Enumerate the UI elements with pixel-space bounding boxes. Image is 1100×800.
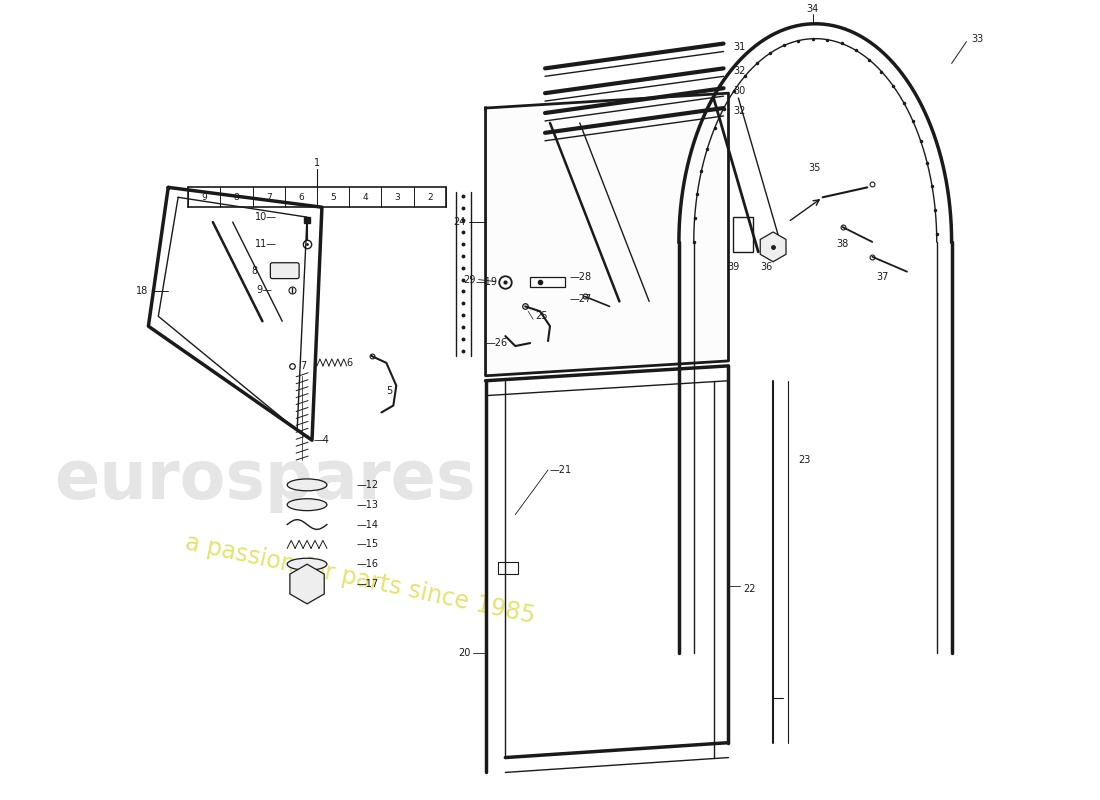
Text: 39: 39 <box>727 262 739 272</box>
Ellipse shape <box>287 558 327 570</box>
FancyBboxPatch shape <box>271 262 299 278</box>
Text: —14: —14 <box>356 519 378 530</box>
Text: 1: 1 <box>314 158 320 167</box>
Text: 20: 20 <box>459 649 471 658</box>
Text: —12: —12 <box>356 480 378 490</box>
Text: 10—: 10— <box>255 212 277 222</box>
Text: 18: 18 <box>136 286 149 297</box>
Text: 36: 36 <box>760 262 772 272</box>
Text: 37: 37 <box>876 272 889 282</box>
Text: 6: 6 <box>346 358 353 368</box>
Text: 11—: 11— <box>255 239 277 249</box>
Text: 6: 6 <box>298 193 304 202</box>
Text: 29: 29 <box>463 274 475 285</box>
Text: eurospares: eurospares <box>54 447 475 513</box>
Text: —27: —27 <box>570 294 592 305</box>
Text: 9: 9 <box>201 193 207 202</box>
Text: 33: 33 <box>971 34 983 44</box>
Text: 34: 34 <box>806 4 818 14</box>
Text: a passion for parts since 1985: a passion for parts since 1985 <box>183 530 538 628</box>
Text: —19: —19 <box>475 277 497 286</box>
Text: 38: 38 <box>836 239 849 249</box>
Text: —21: —21 <box>550 465 572 475</box>
Text: 35: 35 <box>807 162 821 173</box>
Text: —15: —15 <box>356 539 378 550</box>
Text: 8: 8 <box>233 193 240 202</box>
Text: 8: 8 <box>251 266 257 276</box>
Text: —26: —26 <box>485 338 508 348</box>
Bar <box>734 217 754 252</box>
Text: —16: —16 <box>356 559 378 569</box>
Text: 32: 32 <box>734 66 746 76</box>
Text: 5: 5 <box>386 386 393 396</box>
Text: —17: —17 <box>356 579 378 589</box>
Text: 3: 3 <box>395 193 400 202</box>
Text: 25: 25 <box>535 311 548 322</box>
Text: 9—: 9— <box>256 285 273 294</box>
Text: 5: 5 <box>330 193 336 202</box>
Ellipse shape <box>287 479 327 491</box>
Text: 32: 32 <box>734 106 746 116</box>
Text: 24: 24 <box>453 217 465 227</box>
Text: 7: 7 <box>300 361 307 371</box>
Text: —4: —4 <box>314 435 330 446</box>
Text: 2: 2 <box>427 193 432 202</box>
Text: —13: —13 <box>356 500 378 510</box>
Text: 7: 7 <box>266 193 272 202</box>
Text: 23: 23 <box>798 455 811 465</box>
Polygon shape <box>485 93 728 376</box>
Text: 31: 31 <box>734 42 746 51</box>
Bar <box>530 277 565 286</box>
Text: 30: 30 <box>734 86 746 96</box>
Ellipse shape <box>287 498 327 510</box>
Text: 22: 22 <box>744 584 756 594</box>
Bar <box>498 562 518 574</box>
Text: —28: —28 <box>570 272 592 282</box>
Text: 4: 4 <box>363 193 368 202</box>
